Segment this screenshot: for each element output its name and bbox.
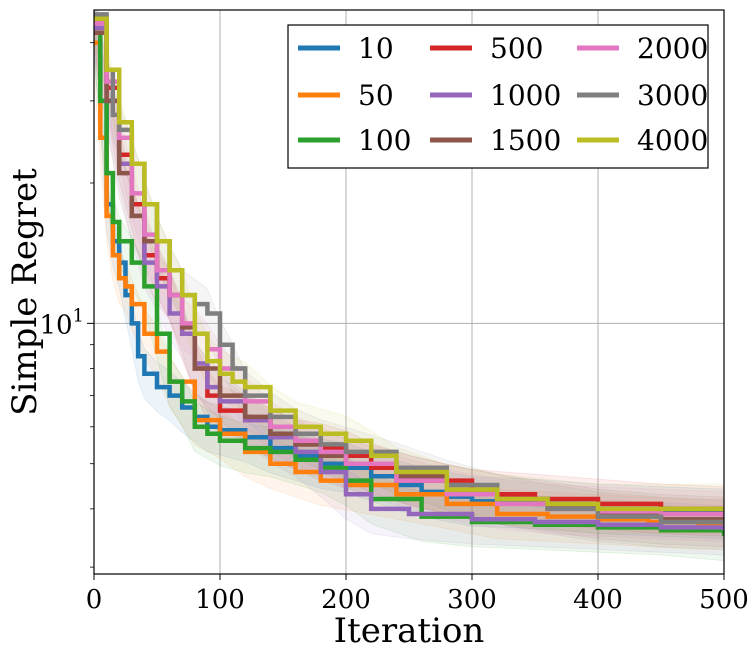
series-line-4000	[94, 16, 724, 512]
legend-label-10: 10	[358, 32, 394, 65]
x-tick-label: 400	[573, 585, 623, 615]
legend-label-1000: 1000	[490, 79, 561, 112]
confidence-band-1500	[94, 10, 724, 548]
legend-label-50: 50	[358, 79, 394, 112]
axis-ticks: 0 100 200 300 400 500 101	[39, 42, 749, 615]
y-tick-label: 101	[39, 305, 84, 340]
legend-label-100: 100	[358, 124, 411, 157]
legend-label-500: 500	[490, 32, 543, 65]
series-line-2000	[94, 21, 724, 517]
x-axis-label: Iteration	[334, 611, 485, 651]
plot-frame	[93, 9, 725, 575]
legend: 10 50 100 500 1000 1500 2000 3000 4000	[287, 24, 709, 169]
x-tick-label: 0	[86, 585, 103, 615]
confidence-band-10	[94, 10, 724, 540]
legend-label-1500: 1500	[490, 124, 561, 157]
x-tick-label: 200	[321, 585, 371, 615]
legend-label-3000: 3000	[637, 79, 708, 112]
x-tick-label: 100	[195, 585, 245, 615]
confidence-band-2000	[94, 10, 724, 542]
series-lines	[94, 12, 724, 536]
x-tick-label: 500	[699, 585, 749, 615]
legend-box	[287, 24, 709, 169]
x-tick-label: 300	[447, 585, 497, 615]
confidence-band-50	[94, 17, 724, 550]
legend-label-2000: 2000	[637, 32, 708, 65]
y-axis-label: Simple Regret	[5, 168, 45, 416]
series-line-100	[94, 30, 724, 536]
confidence-band-3000	[94, 10, 724, 550]
legend-label-4000: 4000	[637, 124, 708, 157]
